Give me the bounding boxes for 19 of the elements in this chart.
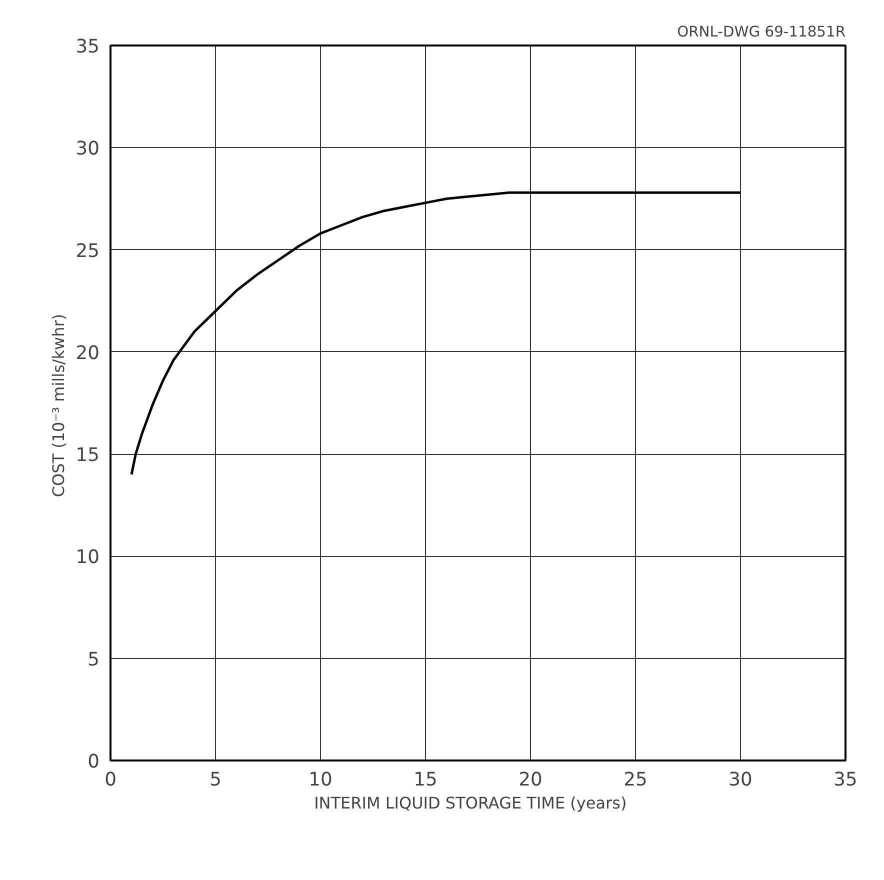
x-tick-label: 10 bbox=[308, 770, 332, 790]
y-tick-label: 0 bbox=[88, 752, 100, 772]
y-tick-label: 35 bbox=[76, 36, 100, 58]
x-tick-label: 20 bbox=[518, 770, 542, 790]
x-axis-title: INTERIM LIQUID STORAGE TIME (years) bbox=[314, 794, 627, 812]
y-tick-label: 30 bbox=[76, 138, 100, 160]
y-tick-label: 15 bbox=[76, 445, 100, 466]
x-tick-label: 35 bbox=[834, 770, 858, 790]
x-tick-label: 30 bbox=[728, 770, 752, 790]
x-tick-label: 5 bbox=[210, 770, 222, 790]
x-tick-label: 25 bbox=[624, 770, 648, 790]
y-axis-title: COST (10⁻³ mills/kwhr) bbox=[48, 314, 68, 498]
y-tick-label: 20 bbox=[76, 342, 100, 364]
x-tick-label: 15 bbox=[414, 770, 438, 790]
y-tick-label: 10 bbox=[76, 547, 100, 568]
x-tick-label: 0 bbox=[104, 770, 116, 790]
text: ORNL-DWG 69-11851R bbox=[677, 24, 846, 40]
y-tick-label: 5 bbox=[88, 649, 100, 670]
y-tick-label: 25 bbox=[76, 240, 100, 262]
